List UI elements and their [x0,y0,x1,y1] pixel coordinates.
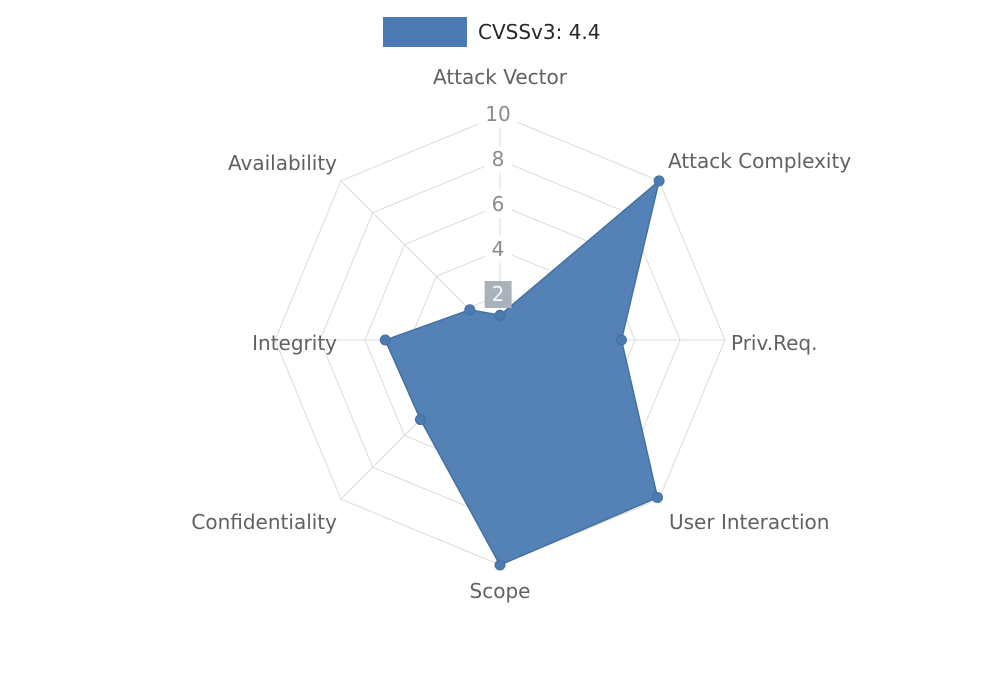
radial-tick-8: 8 [484,146,512,173]
axis-label-user-interaction: User Interaction [669,510,830,534]
legend-swatch [383,17,467,47]
axis-label-scope: Scope [469,579,531,603]
axis-label-confidentiality: Confidentiality [191,510,337,534]
axis-label-attack-complexity: Attack Complexity [668,149,852,173]
radar-vertex-dot [414,414,426,426]
axis-label-priv-req: Priv.Req. [731,331,818,355]
radar-vertex-dot [494,559,506,571]
axis-label-integrity: Integrity [252,331,337,355]
radial-tick-10: 10 [478,101,518,128]
legend-item[interactable]: CVSSv3: 4.4 [383,17,601,47]
radar-vertex-dot [379,334,391,346]
radar-vertex-dot [494,309,506,321]
radar-vertex-dot [653,175,665,187]
radial-tick-6: 6 [484,191,512,218]
legend-label: CVSSv3: 4.4 [478,20,601,44]
radial-tick-2: 2 [484,281,512,308]
radial-tick-4: 4 [484,236,512,263]
radar-vertex-dot [616,334,627,346]
radar-series-polygon [384,178,661,566]
axis-label-attack-vector: Attack Vector [433,65,567,89]
radar-vertex-dot [464,304,476,316]
axis-label-availability: Availability [227,151,337,175]
radar-vertex-dot [652,492,664,504]
